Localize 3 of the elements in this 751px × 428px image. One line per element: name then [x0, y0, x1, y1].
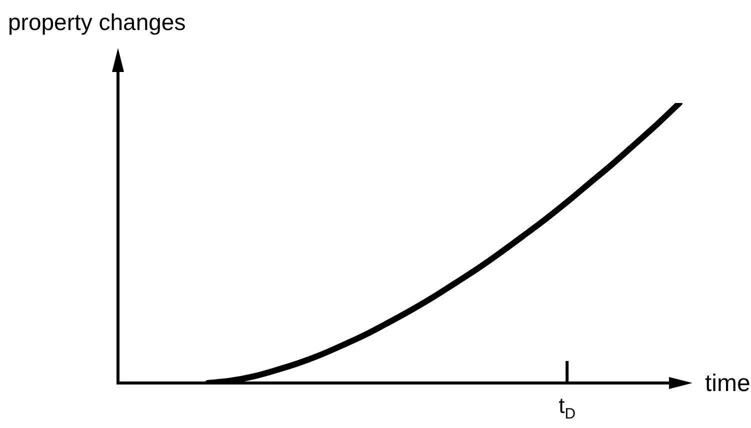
text: t$_{D}$ [558, 393, 576, 422]
x-axis-title: time [705, 370, 750, 397]
y-axis-title: property changes [8, 9, 186, 35]
